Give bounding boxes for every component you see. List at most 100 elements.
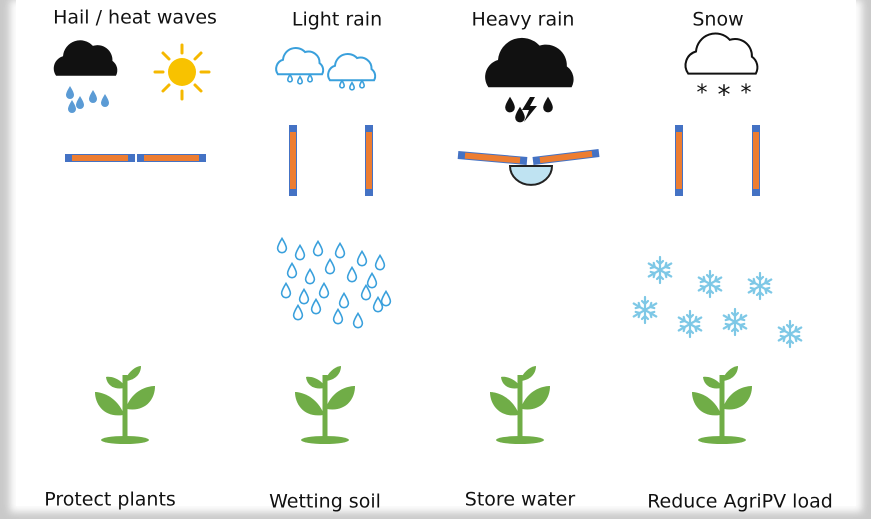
sun-icon (153, 43, 211, 101)
svg-text:*: * (741, 81, 752, 106)
snowflake-tip (705, 273, 715, 280)
weather-label: Light rain (292, 9, 382, 31)
snowflake-tip (713, 275, 721, 284)
drop-icon (348, 81, 356, 91)
drop-icon (76, 96, 84, 109)
plant-leaf (327, 386, 355, 410)
drop-icon (304, 267, 316, 285)
drop-icon (294, 243, 306, 261)
snowflake-tip (749, 277, 757, 286)
snowflake-tip (755, 290, 765, 297)
drop-icon (68, 100, 76, 113)
snowflake-tip (640, 299, 650, 306)
plant-icon (490, 366, 550, 444)
weather-label: Heavy rain (472, 9, 575, 31)
plant-leaf (326, 366, 341, 381)
outcome-label: Reduce AgriPV load (647, 491, 833, 513)
snowflake-tip (679, 324, 687, 333)
snowflake-tip (648, 301, 656, 310)
drop-icon (310, 297, 322, 315)
snowflake-tip (779, 334, 787, 343)
plant-leaf (501, 376, 519, 389)
svg-text:*: * (718, 81, 731, 111)
snowflake-arm (777, 326, 803, 342)
snowflake-tip (693, 315, 701, 324)
drop-icon (101, 94, 109, 107)
plant-leaf (703, 376, 721, 389)
drop-icon (346, 265, 358, 283)
drop-icon (298, 287, 310, 305)
plant-leaf (127, 386, 155, 410)
plant-icon (95, 366, 155, 444)
water-bowl (508, 165, 554, 186)
drop-icon (352, 311, 364, 329)
snowflake-tip (699, 275, 707, 284)
snowflake-icon (677, 309, 703, 339)
drop-icon (280, 281, 292, 299)
snowflake-tip (779, 325, 787, 334)
cloud-icon (53, 40, 118, 76)
cloud-icon (684, 32, 759, 75)
snowflake-tip (724, 313, 732, 322)
drop-icon (296, 75, 304, 85)
plant-leaf (95, 392, 123, 416)
snowflake-tip (699, 284, 707, 293)
drop-icon (372, 295, 384, 313)
plant-leaf (724, 386, 752, 410)
pv-panel (464, 152, 521, 164)
snowflake-tip (785, 338, 795, 345)
plant-leaf (490, 392, 518, 416)
snowflake-icon (747, 271, 773, 301)
snowflake-tip (634, 301, 642, 310)
drop-icon (286, 73, 294, 83)
drop-icon (312, 239, 324, 257)
snowflake-icon (632, 295, 658, 325)
svg-text:*: * (697, 81, 708, 106)
snowflake-tip (640, 314, 650, 321)
snowflake-tip (705, 288, 715, 295)
plant-leaf (106, 376, 124, 389)
drop-icon (306, 73, 314, 83)
snowflake-arm (632, 302, 658, 318)
outcome-label: Store water (465, 489, 576, 511)
outcome-label: Protect plants (44, 489, 176, 511)
snowflake-tip (713, 284, 721, 293)
snowflake-tip (655, 274, 665, 281)
snowflake-tip (679, 315, 687, 324)
card (16, 0, 856, 506)
plant-leaf (521, 366, 536, 381)
snowflake-tip (724, 322, 732, 331)
snowflake-tip (663, 261, 671, 270)
cloud-icon (275, 47, 325, 76)
snowflake-tip (655, 259, 665, 266)
snowflake-tip (649, 261, 657, 270)
snowflake-tip (730, 311, 740, 318)
snowflake-tip (634, 310, 642, 319)
snowflake-tip (649, 270, 657, 279)
drop-icon (332, 307, 344, 325)
snowflake-arm (747, 278, 773, 294)
plant-leaf (295, 392, 323, 416)
drop-icon (276, 236, 288, 254)
plant-icon (295, 366, 355, 444)
drop-icon (89, 90, 97, 103)
snowflake-tip (738, 313, 746, 322)
drop-icon (324, 257, 336, 275)
snowflake-tip (763, 286, 771, 295)
snowflake-icon (777, 319, 803, 349)
snowflake-tip (685, 313, 695, 320)
snowflake-tip (738, 322, 746, 331)
snowflake-tip (785, 323, 795, 330)
snowflake-tip (763, 277, 771, 286)
drop-icon (292, 303, 304, 321)
drop-icon (360, 283, 372, 301)
plant-leaf (126, 366, 141, 381)
snowflake-icon (697, 269, 723, 299)
snowflake-tip (648, 310, 656, 319)
drop-icon (358, 79, 366, 89)
snowflake-tip (749, 286, 757, 295)
drop-icon (286, 261, 298, 279)
weather-label: Hail / heat waves (53, 7, 217, 29)
